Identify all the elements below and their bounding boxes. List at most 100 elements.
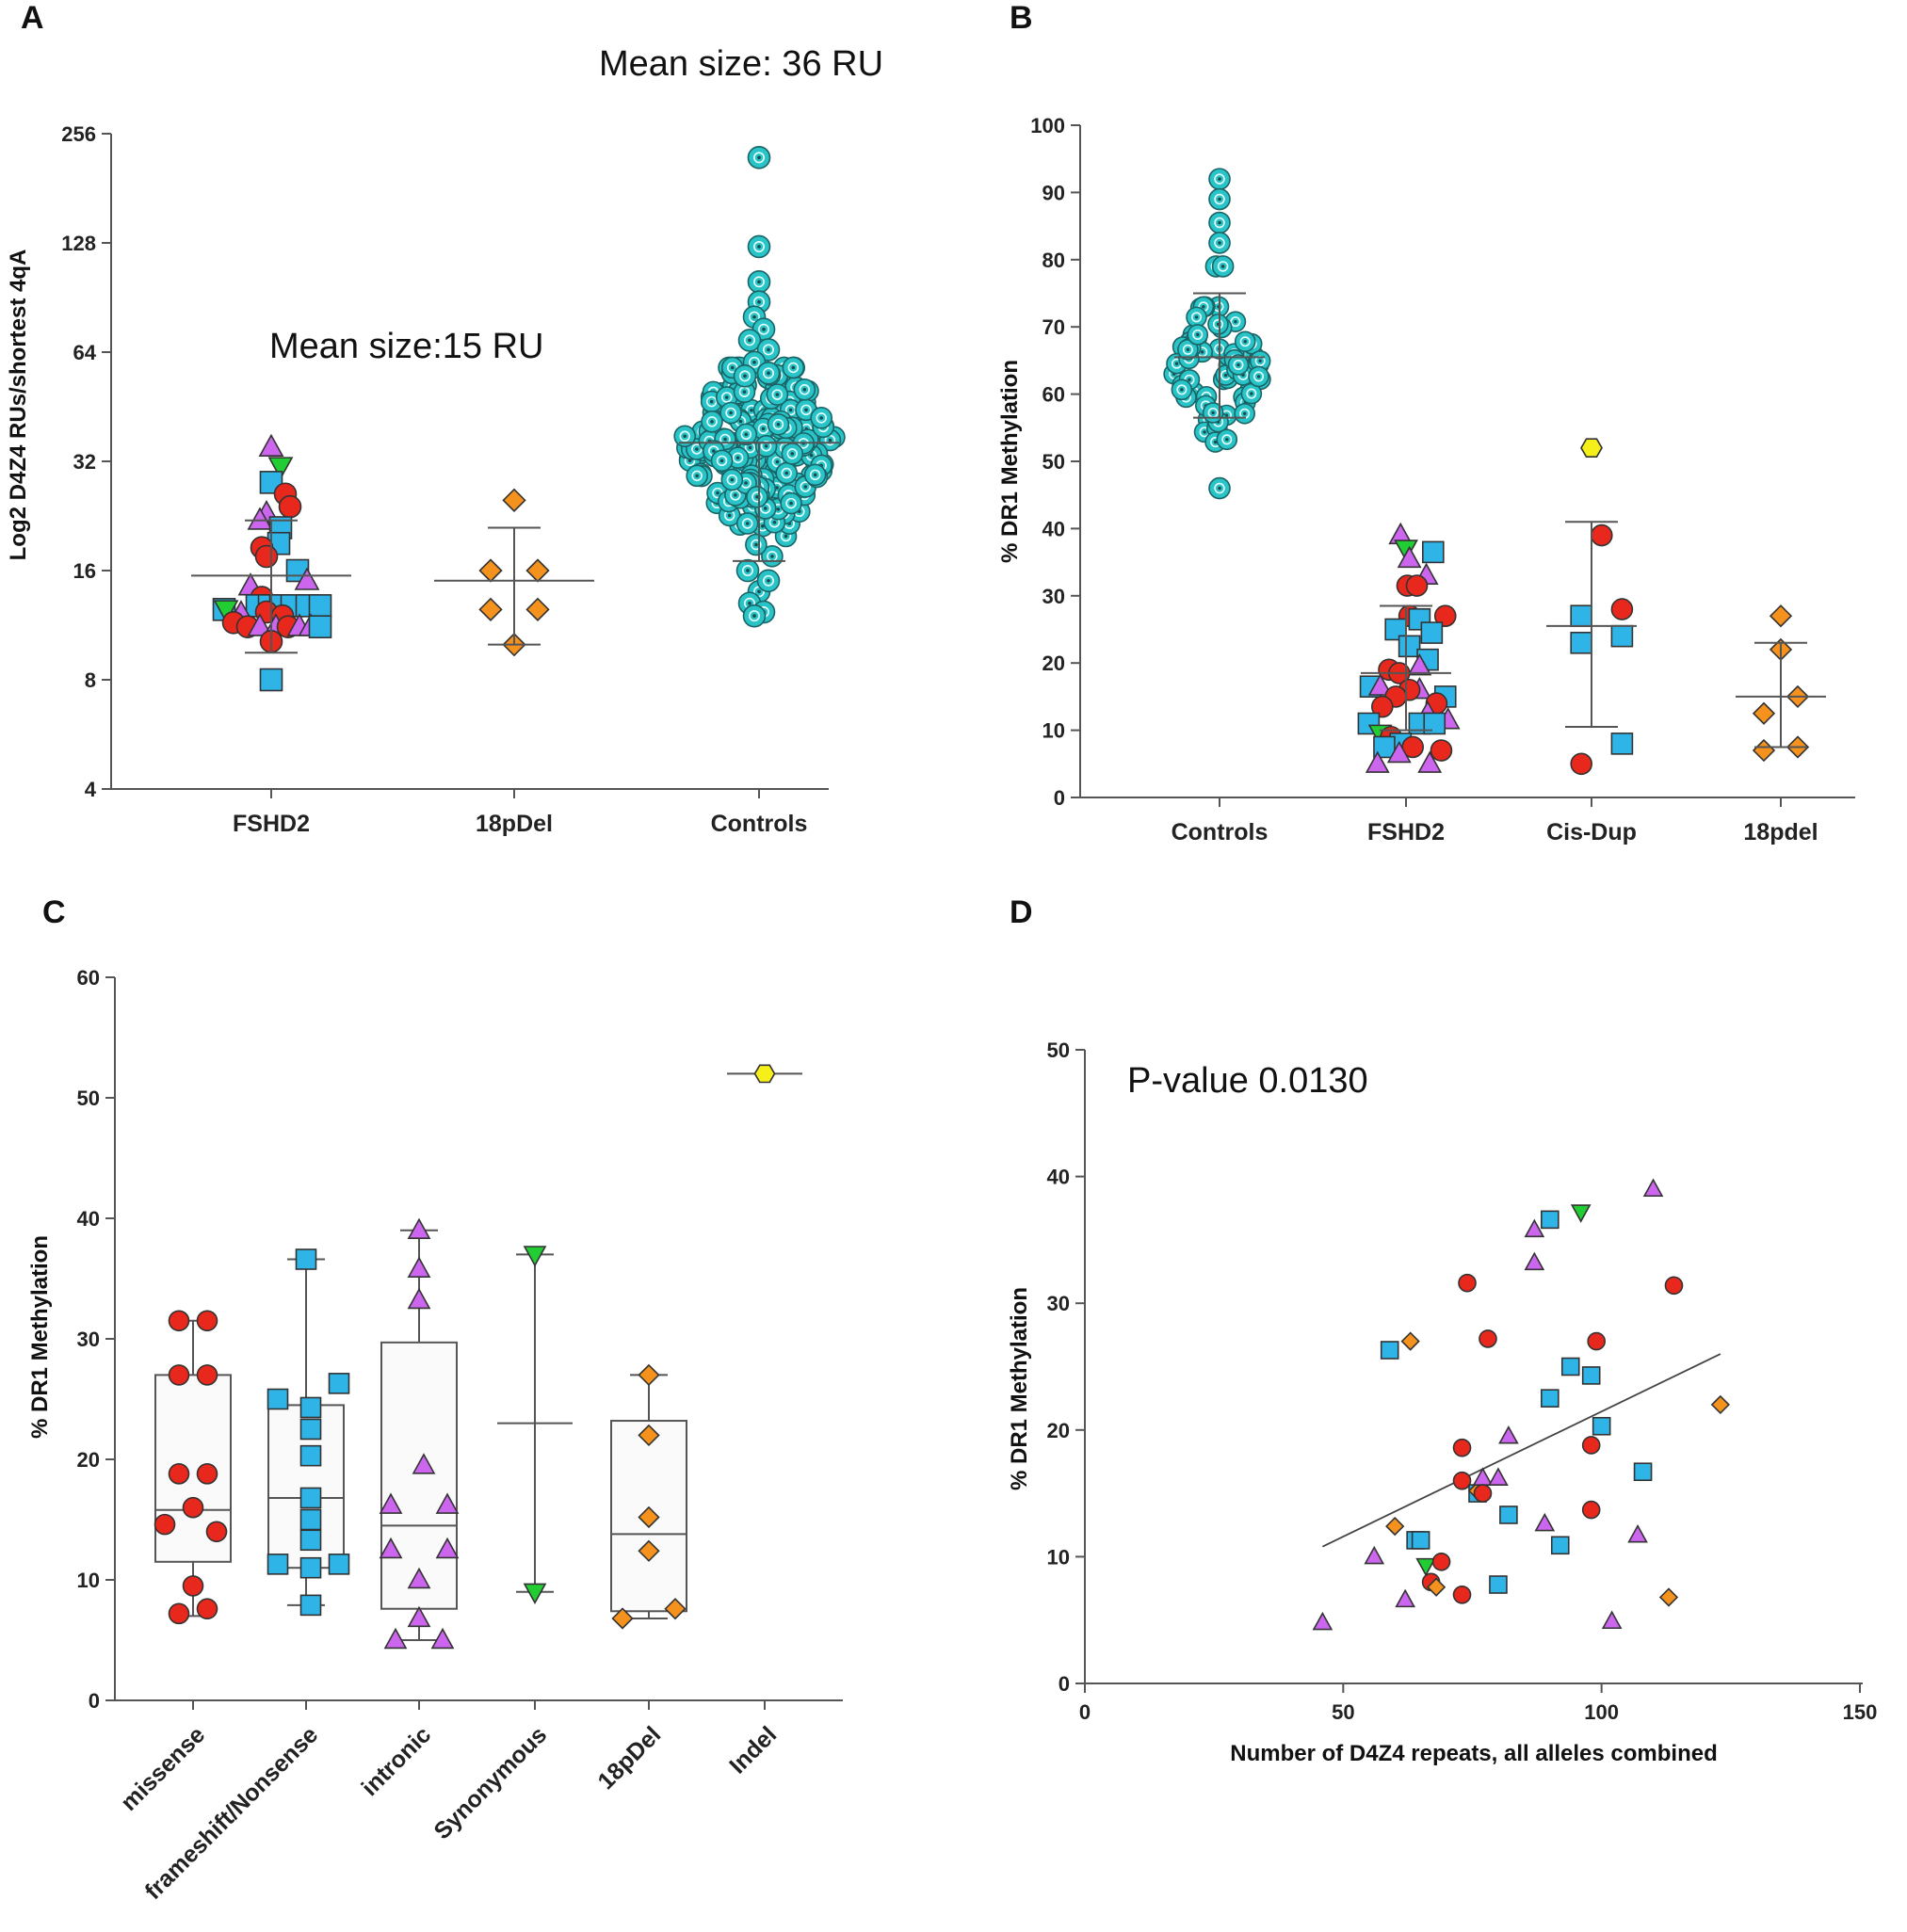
- panel-a-controls-point-dot: [791, 365, 796, 370]
- panel-b-controls-point-ring: [1214, 193, 1225, 205]
- panel-d-y-tick-label: 30: [1047, 1292, 1070, 1315]
- panel-a-18pdel-point: [502, 488, 526, 512]
- panel-c-frameshift-nonsense-point: [328, 1554, 350, 1575]
- panel-a-controls-point-dot: [802, 388, 807, 392]
- panel-letter-b: B: [1010, 0, 1033, 36]
- panel-a-fshd2-point: [247, 507, 273, 530]
- panel-b-18pdel-point: [1752, 738, 1776, 763]
- panel-a-18pdel-point: [525, 597, 550, 621]
- panel-a-controls-point-dot: [757, 589, 761, 594]
- panel-b-fshd2-point: [1367, 673, 1393, 696]
- panel-b-cis-dup-point: [1570, 604, 1592, 628]
- panel-c-chart: 0102030405060missenseframeshift/Nonsense…: [77, 966, 843, 1905]
- panel-b-y-tick-label: 70: [1042, 315, 1065, 339]
- panel-b-cis-dup-point: [1610, 598, 1634, 620]
- panel-d-x-tick-label: 0: [1079, 1700, 1091, 1724]
- panel-a-controls-point-dot: [752, 360, 756, 364]
- panel-d-point: [1541, 1389, 1560, 1408]
- panel-a-fshd2-point: [254, 544, 279, 569]
- panel-b-y-tick-label: 40: [1042, 517, 1065, 540]
- panel-a-controls-point-ring: [771, 456, 784, 468]
- panel-b-fshd2-point: [1433, 604, 1457, 628]
- panel-a-category-label: Controls: [711, 811, 808, 837]
- panel-b-controls-point-ring: [1221, 434, 1233, 445]
- panel-b-category-label: 18pdel: [1743, 819, 1818, 845]
- panel-d-point: [1534, 1512, 1556, 1532]
- panel-d-point: [1524, 1251, 1545, 1271]
- panel-c-missense-point: [196, 1310, 218, 1332]
- panel-b-controls-point-ring: [1192, 329, 1204, 340]
- panel-b-controls-point-dot: [1196, 332, 1200, 337]
- panel-a-controls-point-ring: [753, 152, 765, 164]
- panel-letter-d: D: [1010, 894, 1033, 930]
- panel-b-fshd2-point: [1407, 653, 1432, 676]
- panel-a-controls-point-dot: [775, 459, 780, 464]
- panel-letter-a: A: [21, 0, 44, 36]
- panel-c-intronic-point: [379, 1492, 403, 1514]
- panel-c-frameshift-nonsense-point: [299, 1594, 322, 1617]
- panel-d-point: [1400, 1331, 1420, 1351]
- panel-a-y-tick-label: 128: [61, 232, 96, 255]
- panel-a-controls-point-dot: [761, 427, 766, 431]
- panel-a-18pdel-point: [478, 558, 503, 583]
- panel-d-chart: 0 10 20 30 40 50 0 50 100 150: [1047, 1038, 1878, 1724]
- panel-a-controls-point-dot: [745, 522, 750, 525]
- panel-b-fshd2-point: [1417, 750, 1443, 773]
- panel-a-controls-point-ring: [725, 407, 736, 419]
- panel-b-fshd2-point: [1373, 735, 1396, 759]
- panel-a-controls-point-ring: [749, 311, 760, 323]
- panel-a-controls-point-dot: [784, 471, 788, 475]
- panel-a-controls-point-dot: [764, 507, 768, 510]
- panel-b-fshd2-point: [1365, 750, 1390, 773]
- panel-d-x-tick-label: 100: [1584, 1700, 1619, 1724]
- panel-b-cis-dup-point: [1570, 631, 1592, 654]
- panel-b-controls-point-dot: [1218, 177, 1221, 181]
- panel-b-18pdel-point: [1752, 701, 1776, 725]
- panel-d-point: [1633, 1462, 1653, 1482]
- panel-b-controls-point-ring: [1230, 316, 1241, 328]
- panel-a-controls-point-dot: [748, 445, 752, 450]
- panel-c-category-label: 18pDel: [592, 1721, 666, 1795]
- panel-d-x-tick-label: 150: [1843, 1700, 1878, 1724]
- panel-b-y-tick-label: 30: [1042, 585, 1065, 608]
- panel-c-category-label: Synonymous: [428, 1721, 552, 1844]
- panel-d-point: [1415, 1557, 1436, 1577]
- panel-a-controls-point-ring: [705, 395, 718, 408]
- panel-d-point: [1581, 1436, 1601, 1455]
- panel-a-controls-point-ring: [751, 539, 762, 551]
- panel-letter-c: C: [42, 894, 66, 930]
- panel-a-controls-point-ring: [781, 467, 792, 479]
- panel-a-controls-point-ring: [799, 384, 811, 395]
- panel-b-controls-point-ring: [1253, 371, 1265, 382]
- panel-c-intronic-point: [435, 1537, 460, 1559]
- panel-a-controls-point-ring: [679, 430, 690, 443]
- panel-d-point: [1570, 1204, 1592, 1223]
- panel-c-category-label: intronic: [357, 1721, 437, 1801]
- panel-d-point: [1488, 1467, 1509, 1486]
- panel-b-controls-point-ring: [1239, 336, 1251, 347]
- panel-b-y-tick-label: 0: [1054, 786, 1065, 810]
- panel-b-fshd2-point: [1405, 574, 1429, 597]
- panel-c-missense-point: [196, 1598, 218, 1620]
- panel-c-18pdel-point: [611, 1607, 634, 1630]
- panel-b-controls-point-dot: [1186, 347, 1190, 351]
- panel-a-controls-point-dot: [790, 452, 795, 456]
- panel-a-controls-point-dot: [729, 411, 733, 415]
- panel-a-controls-point-ring: [771, 389, 784, 400]
- panel-c-synonymous-point: [523, 1583, 547, 1605]
- panel-d-point: [1380, 1341, 1399, 1360]
- panel-d-point: [1524, 1218, 1545, 1238]
- panel-a-controls-point-dot: [727, 513, 732, 518]
- panel-a-controls-point-dot: [742, 390, 747, 394]
- panel-a-controls-point-dot: [709, 399, 714, 404]
- panel-c-intronic-point: [407, 1605, 431, 1628]
- panel-b-controls-point-dot: [1256, 375, 1261, 378]
- panel-a-y-tick-label: 64: [73, 341, 97, 364]
- panel-b-fshd2-point: [1420, 621, 1444, 644]
- panel-c-y-tick-label: 40: [77, 1207, 100, 1231]
- panel-a-controls-point-ring: [730, 490, 741, 501]
- panel-c-intronic-point: [430, 1627, 455, 1650]
- panel-b-controls-point-dot: [1243, 340, 1247, 344]
- panel-d-point: [1499, 1505, 1518, 1524]
